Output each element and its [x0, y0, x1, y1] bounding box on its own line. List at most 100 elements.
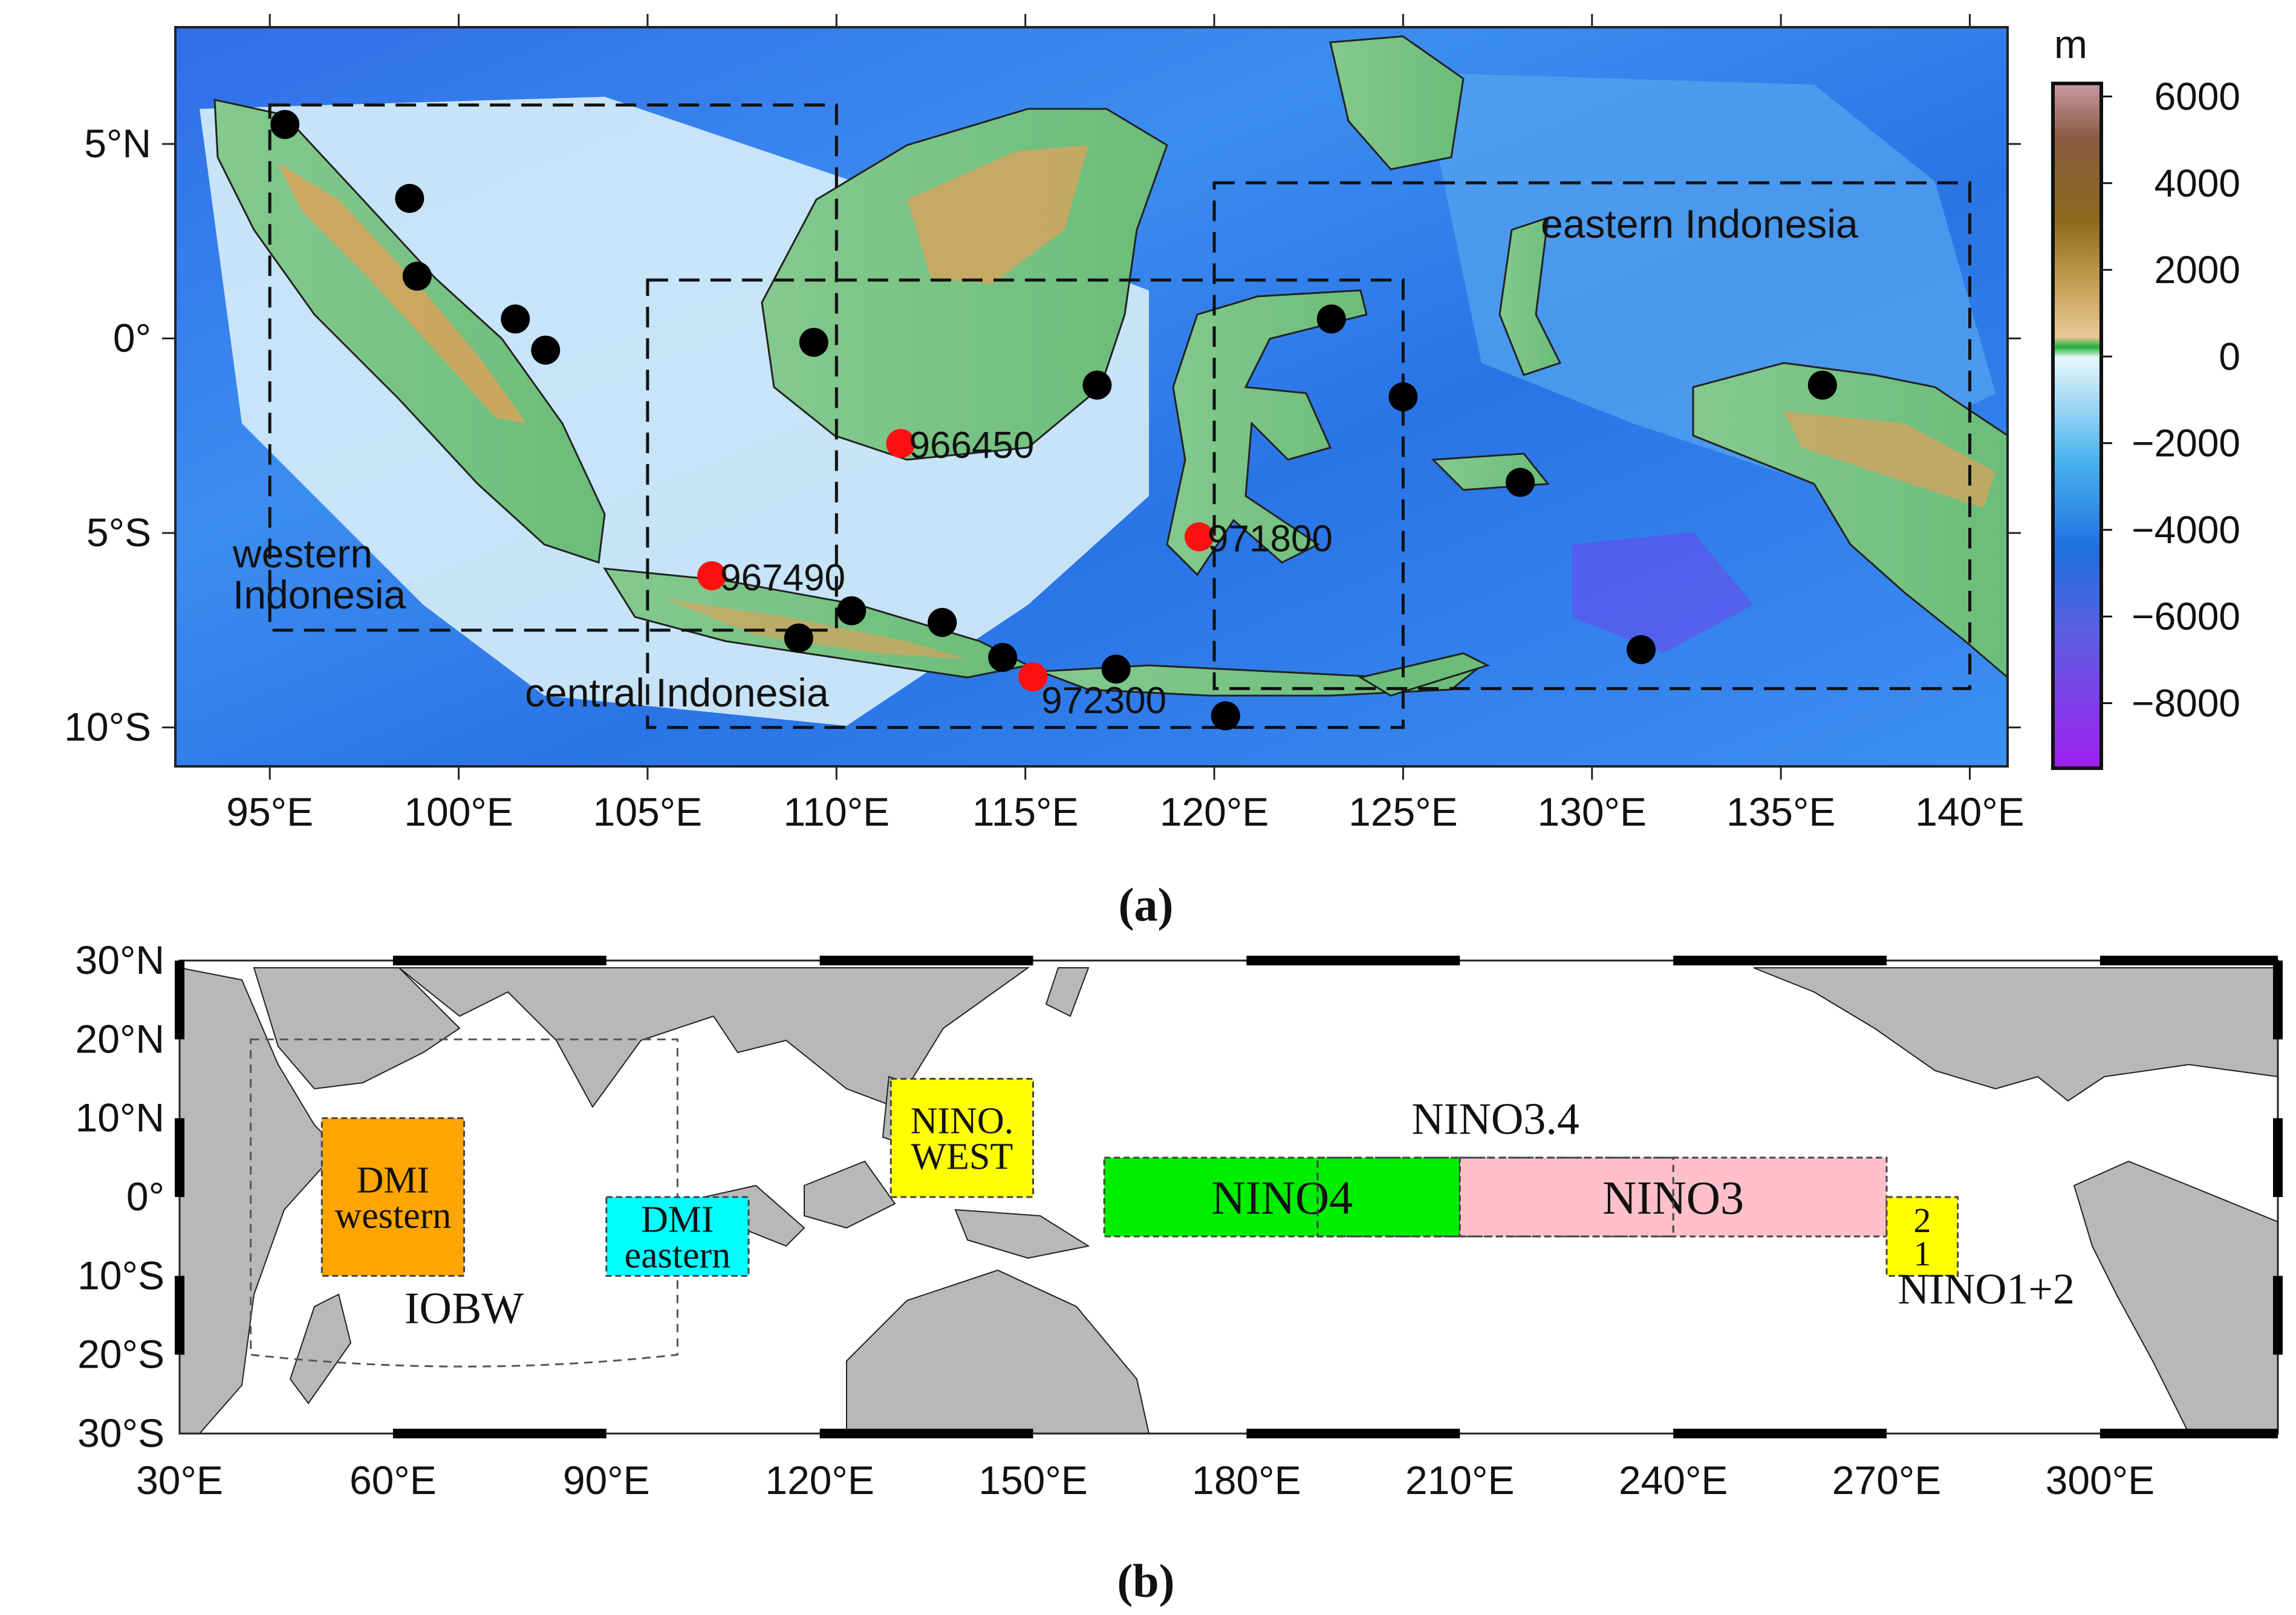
halmahera-land	[1498, 216, 1562, 376]
sumatra-highlands	[278, 163, 526, 423]
x-tick-label-a: 130°E	[1538, 789, 1647, 834]
x-tick-label-a: 140°E	[1915, 789, 2024, 834]
asia-land	[397, 967, 1030, 1108]
colorbar-tick-label: 4000	[2155, 162, 2240, 205]
index-region-label: WEST	[911, 1136, 1013, 1177]
new-guinea-b-land	[954, 1209, 1090, 1259]
frame-bar-left	[175, 1276, 184, 1355]
colorbar-tick-label: 0	[2219, 334, 2240, 378]
colorbar-tick-label: −4000	[2132, 508, 2240, 552]
region-box	[268, 103, 838, 632]
frame-bar-bottom	[2099, 1429, 2278, 1438]
frame-bar-top	[819, 956, 1033, 965]
index-region-box	[320, 1117, 466, 1277]
panel-b-caption: (b)	[1117, 1555, 1174, 1607]
region-label-western-line1: western	[232, 531, 372, 576]
index-region-label: DMI	[357, 1160, 430, 1201]
y-tick-label-b: 20°N	[76, 1016, 164, 1061]
y-tick-label-b: 10°S	[77, 1253, 164, 1297]
timor-land	[1358, 652, 1490, 697]
x-tick-label-b: 90°E	[563, 1458, 650, 1502]
map-frame-a	[174, 26, 2009, 768]
south-america-land	[2073, 1160, 2278, 1434]
y-tick-label-a: 0°	[113, 316, 151, 361]
station-marker-black	[1506, 468, 1535, 497]
frame-bar-top	[392, 956, 607, 965]
y-tick-label-a: 10°S	[64, 705, 151, 749]
x-tick-label-a: 110°E	[783, 789, 889, 834]
new-guinea-highlands	[1784, 411, 1995, 508]
index-region-box	[1885, 1196, 1959, 1277]
arabia-land	[253, 967, 461, 1090]
station-id-label: 966450	[909, 425, 1035, 466]
station-marker-black	[988, 642, 1018, 672]
region-box	[1212, 181, 1972, 690]
y-tick-label-a: 5°S	[86, 510, 151, 555]
station-marker-black	[1316, 304, 1346, 334]
x-tick-label-b: 210°E	[1405, 1458, 1515, 1502]
sulawesi-land	[1166, 289, 1368, 576]
y-tick-label-b: 30°S	[77, 1411, 164, 1455]
japan-land	[1045, 967, 1090, 1017]
station-id-label: 972300	[1041, 680, 1166, 722]
station-id-label: 971800	[1208, 518, 1333, 560]
station-marker-black	[784, 623, 813, 653]
station-marker-red	[1018, 662, 1048, 692]
x-tick-label-b: 180°E	[1192, 1458, 1301, 1502]
frame-bar-right	[2273, 1118, 2283, 1197]
x-tick-label-b: 270°E	[1832, 1458, 1942, 1502]
station-marker-black	[1082, 370, 1112, 400]
station-marker-black	[928, 608, 957, 638]
frame-bar-top	[1673, 956, 1887, 965]
borneo-b-land	[804, 1160, 896, 1229]
index-region-label: NINO.	[911, 1101, 1013, 1142]
x-tick-label-b: 300°E	[2046, 1458, 2155, 1502]
x-tick-label-b: 60°E	[350, 1458, 437, 1502]
frame-bars-b	[175, 956, 2283, 1438]
y-tick-label-a: 5°N	[84, 121, 151, 166]
station-marker-black	[270, 109, 300, 139]
colorbar-tick-label: 6000	[2155, 74, 2240, 118]
axes-a: 95°E 100°E 105°E 110°E 115°E 120°E 125°E 130°E 1…	[64, 14, 2024, 834]
station-marker-black	[837, 596, 867, 625]
index-region-label: 2	[1913, 1201, 1931, 1240]
frame-bar-bottom	[1246, 1429, 1460, 1438]
colorbar-tick-label: 2000	[2155, 248, 2240, 292]
colorbar-tick-label: −8000	[2132, 682, 2240, 725]
frame-bar-right	[2273, 961, 2283, 1040]
y-tick-label-b: 0°	[126, 1174, 164, 1219]
region-boxes-a	[268, 103, 1972, 729]
region-label-western-line2: Indonesia	[233, 572, 406, 617]
colorbar-unit: m	[2054, 22, 2087, 67]
y-tick-label-b: 10°N	[76, 1095, 164, 1140]
frame-bar-right	[2273, 1276, 2283, 1355]
index-region-label: 1	[1913, 1234, 1931, 1273]
frame-bar-left	[175, 1118, 184, 1197]
x-tick-label-a: 135°E	[1726, 789, 1836, 834]
australia-land	[846, 1269, 1150, 1434]
x-tick-label-a: 100°E	[404, 789, 513, 834]
x-tick-label-a: 95°E	[226, 789, 313, 834]
region-label-eastern: eastern Indonesia	[1541, 201, 1858, 246]
x-tick-label-a: 105°E	[593, 789, 703, 834]
index-region-label: NINO4	[1211, 1171, 1353, 1224]
frame-bar-bottom	[1673, 1429, 1887, 1438]
station-marker-black	[402, 261, 432, 291]
region-outline-nino34	[1316, 1157, 1674, 1238]
madagascar-land	[289, 1293, 352, 1405]
index-region-label: eastern	[625, 1235, 731, 1276]
region-box	[646, 278, 1405, 729]
colorbar-tick-label: −2000	[2132, 422, 2240, 465]
region-label-central: central Indonesia	[525, 670, 829, 715]
x-tick-label-b: 30°E	[136, 1458, 223, 1502]
index-region-label: western	[334, 1195, 451, 1236]
panel-a-map: 966450 967490 971800 972300 95°E 100°E 105°E 1…	[64, 14, 2240, 931]
station-marker-red	[1185, 522, 1214, 552]
frame-bar-bottom	[819, 1429, 1033, 1438]
station-marker-black	[1627, 635, 1656, 665]
banda-trench	[1572, 532, 1754, 653]
africa-land	[180, 967, 340, 1434]
index-region-box	[605, 1196, 750, 1277]
station-id-label: 967490	[720, 557, 845, 599]
